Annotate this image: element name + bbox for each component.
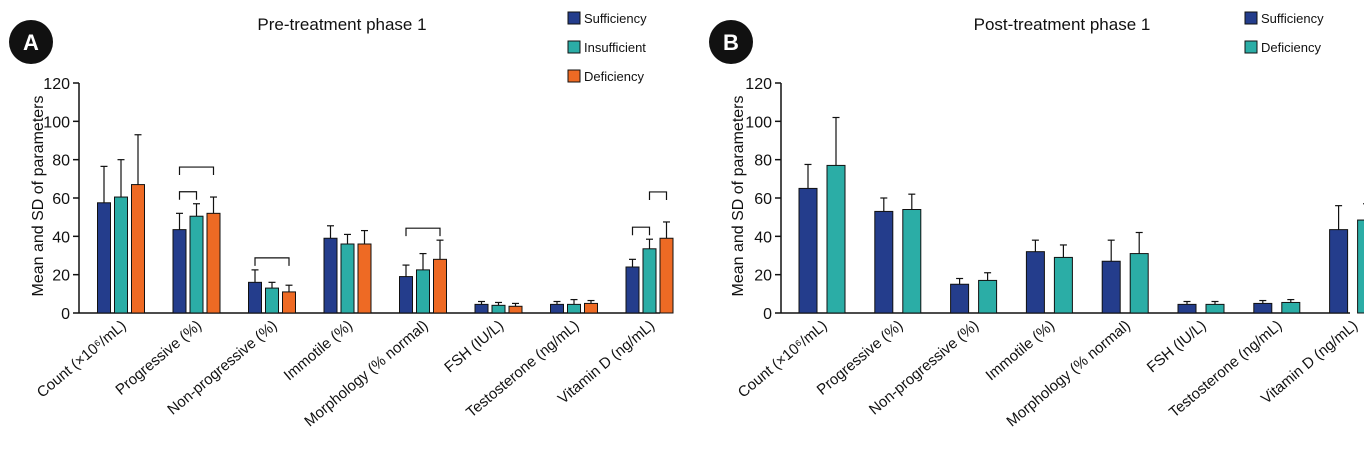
significance-bracket: [631, 226, 651, 236]
bar: [189, 215, 204, 314]
legend-label: Deficiency: [584, 69, 644, 84]
y-tick-label: 120: [43, 76, 70, 93]
y-tick-label: 0: [61, 306, 70, 323]
significance-bracket: [178, 191, 198, 200]
bar: [433, 258, 447, 314]
bar: [1129, 253, 1149, 314]
bar: [474, 303, 489, 314]
bar: [265, 287, 279, 314]
bar: [97, 202, 111, 314]
panel-a-y-axis-label: Mean and SD of parameters: [30, 96, 47, 297]
bar: [798, 187, 818, 314]
y-tick-label: 0: [763, 306, 772, 323]
bar: [416, 269, 430, 314]
bar: [1329, 229, 1349, 314]
x-tick-label: Immotile (%): [983, 317, 1058, 384]
bar: [131, 184, 145, 314]
bar: [1177, 303, 1197, 314]
bar: [172, 229, 187, 314]
panel-b-badge: B: [709, 20, 753, 64]
x-tick-label: FSH (IU/L): [441, 317, 507, 376]
legend-swatch: [1244, 40, 1258, 54]
legend-swatch: [1244, 11, 1258, 25]
panel-a-badge: A: [9, 20, 53, 64]
bar: [1025, 251, 1045, 314]
x-tick-label: FSH (IU/L): [1144, 317, 1210, 376]
panel-b-title: Post-treatment phase 1: [974, 15, 1151, 34]
bar: [625, 266, 640, 314]
bar: [1101, 260, 1121, 314]
bar: [1053, 256, 1073, 314]
y-tick-label: 60: [754, 191, 772, 208]
bar: [248, 281, 262, 314]
bar: [874, 210, 894, 314]
panel-a-legend: Sufficiency Insufficient Deficiency: [567, 11, 647, 84]
x-tick-label: Morphology (% normal): [1003, 317, 1133, 430]
significance-bracket: [405, 227, 441, 237]
bar: [399, 276, 413, 314]
bar: [1205, 303, 1225, 314]
legend-label: Deficiency: [1261, 40, 1321, 55]
bar: [584, 302, 598, 314]
bar: [950, 283, 970, 314]
bar: [357, 243, 372, 314]
legend-label: Sufficiency: [1261, 11, 1324, 26]
bar: [642, 248, 657, 314]
panel-b-y-axis-label: Mean and SD of parameters: [730, 96, 747, 297]
panel-a-badge-letter: A: [23, 30, 39, 55]
bar: [826, 164, 846, 314]
bar: [508, 305, 523, 314]
significance-bracket: [254, 257, 290, 266]
bar: [978, 279, 998, 314]
x-tick-label: Morphology (% normal): [301, 317, 431, 430]
panel-a: A Pre-treatment phase 1 Mean and SD of p…: [9, 11, 674, 430]
y-tick-label: 100: [43, 114, 70, 131]
bar: [1357, 219, 1364, 314]
y-tick-label: 80: [754, 153, 772, 170]
y-tick-label: 40: [754, 229, 772, 246]
significance-bracket: [178, 166, 215, 176]
legend-swatch: [567, 11, 581, 25]
y-tick-label: 20: [754, 268, 772, 285]
panel-b: B Post-treatment phase 1 Mean and SD of …: [709, 11, 1364, 430]
bar: [206, 212, 221, 314]
bar: [282, 291, 296, 314]
legend-swatch: [567, 40, 581, 54]
y-tick-label: 20: [52, 268, 70, 285]
panel-a-title: Pre-treatment phase 1: [257, 15, 426, 34]
bar: [1253, 302, 1273, 314]
panel-b-legend: Sufficiency Deficiency: [1244, 11, 1324, 55]
y-tick-label: 40: [52, 229, 70, 246]
bar: [550, 303, 564, 314]
panel-b-badge-letter: B: [723, 30, 739, 55]
legend-swatch: [567, 69, 581, 83]
bar: [491, 304, 506, 314]
significance-bracket: [648, 191, 668, 200]
y-tick-label: 60: [52, 191, 70, 208]
y-tick-label: 120: [745, 76, 772, 93]
x-tick-label: Immotile (%): [281, 317, 356, 384]
bar: [902, 209, 922, 314]
bar: [567, 303, 581, 314]
bar: [323, 237, 338, 314]
bar: [1281, 301, 1301, 314]
bar: [659, 237, 674, 314]
panel-a-badge-circle: [9, 20, 53, 64]
bar: [114, 196, 128, 314]
y-tick-label: 100: [745, 114, 772, 131]
legend-label: Insufficient: [584, 40, 646, 55]
y-tick-label: 80: [52, 153, 70, 170]
panel-b-badge-circle: [709, 20, 753, 64]
legend-label: Sufficiency: [584, 11, 647, 26]
bar: [340, 243, 355, 314]
